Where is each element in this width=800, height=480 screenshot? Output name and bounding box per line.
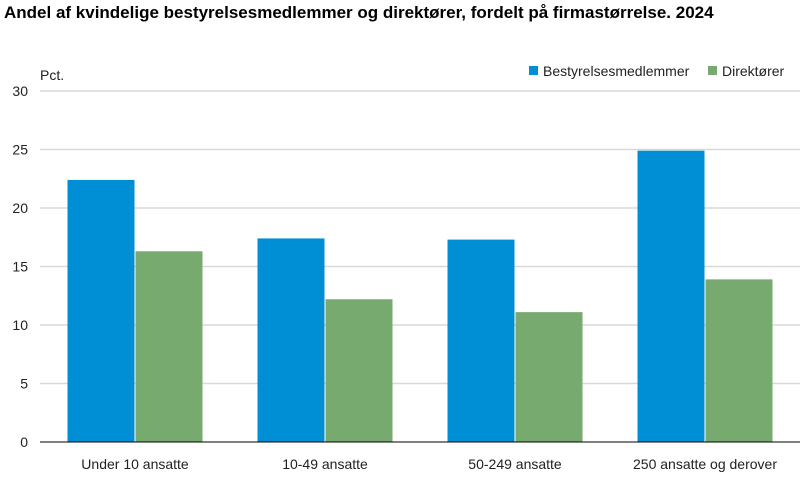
y-tick-label: 0 bbox=[20, 434, 28, 450]
y-tick-label: 15 bbox=[12, 259, 28, 275]
y-tick-label: 25 bbox=[12, 142, 28, 158]
y-tick-label: 5 bbox=[20, 376, 28, 392]
bar-direktorer bbox=[325, 299, 393, 442]
legend-swatch bbox=[529, 66, 538, 75]
x-tick-label: 10-49 ansatte bbox=[282, 456, 368, 472]
legend-label: Bestyrelsesmedlemmer bbox=[543, 63, 690, 79]
bar-bestyrelsesmedlemmer bbox=[67, 179, 135, 443]
bar-bestyrelsesmedlemmer bbox=[637, 150, 705, 443]
bar-direktorer bbox=[705, 279, 773, 442]
chart-title: Andel af kvindelige bestyrelsesmedlemmer… bbox=[4, 3, 714, 22]
y-tick-label: 10 bbox=[12, 317, 28, 333]
x-tick-label: Under 10 ansatte bbox=[81, 456, 189, 472]
bar-bestyrelsesmedlemmer bbox=[447, 239, 515, 442]
x-tick-label: 50-249 ansatte bbox=[468, 456, 562, 472]
y-tick-label: 30 bbox=[12, 83, 28, 99]
legend-swatch bbox=[708, 66, 717, 75]
legend-label: Direktører bbox=[722, 63, 785, 79]
x-tick-label: 250 ansatte og derover bbox=[633, 456, 777, 472]
bar-direktorer bbox=[515, 312, 583, 442]
y-axis-label: Pct. bbox=[40, 67, 64, 83]
bar-bestyrelsesmedlemmer bbox=[257, 238, 325, 442]
y-tick-label: 20 bbox=[12, 200, 28, 216]
bar-direktorer bbox=[135, 251, 203, 442]
